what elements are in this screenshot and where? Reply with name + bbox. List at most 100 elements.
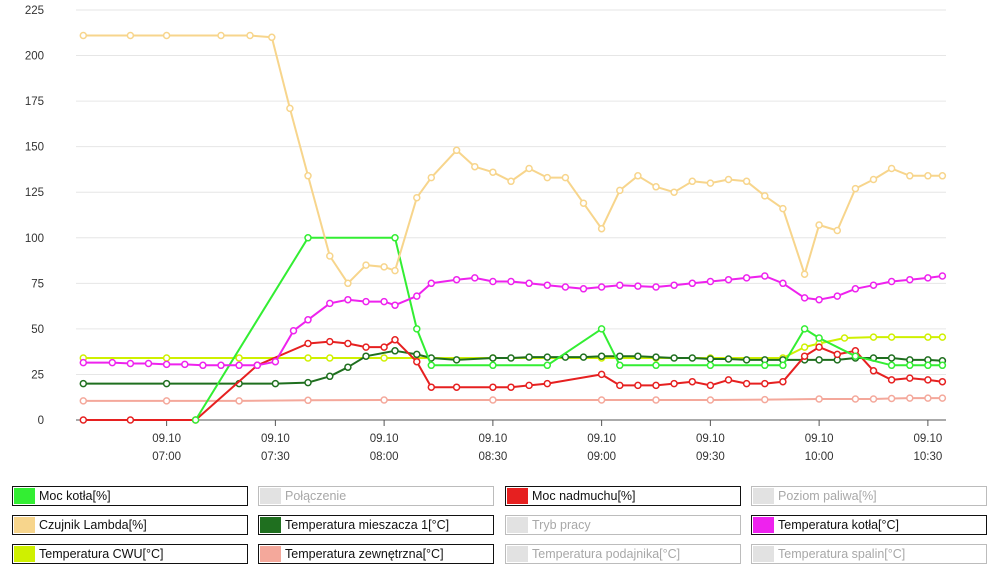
data-point xyxy=(724,355,733,363)
data-point xyxy=(761,379,769,388)
data-point xyxy=(489,396,497,404)
data-point xyxy=(597,396,606,404)
legend-item-temperatura-cwu[interactable]: Temperatura CWU[°C] xyxy=(12,544,248,564)
legend-item-temperatura-spalin[interactable]: Temperatura spalin[°C] xyxy=(751,544,987,564)
data-point xyxy=(688,177,697,186)
x-tick-time: 08:00 xyxy=(370,451,399,463)
data-point xyxy=(706,277,715,286)
y-tick-label: 175 xyxy=(25,96,44,108)
legend-item-moc-kotla[interactable]: Moc kotła[%] xyxy=(12,486,248,506)
data-point xyxy=(616,186,624,195)
legend-item-polaczenie[interactable]: Połączenie xyxy=(258,486,494,506)
data-point xyxy=(652,283,660,291)
legend-item-moc-nadmuchu[interactable]: Moc nadmuchu[%] xyxy=(505,486,741,506)
x-tick-time: 10:30 xyxy=(913,451,942,463)
x-tick-time: 09:00 xyxy=(587,451,616,463)
data-point xyxy=(344,363,352,371)
x-tick-date: 09.10 xyxy=(696,433,725,445)
data-point xyxy=(887,394,896,403)
data-point xyxy=(344,339,352,348)
data-point xyxy=(815,221,823,229)
data-point xyxy=(217,361,225,370)
legend-item-temperatura-kotla[interactable]: Temperatura kotła[°C] xyxy=(751,515,987,535)
data-point xyxy=(869,333,878,341)
data-point xyxy=(851,285,860,293)
legend-swatch-czujnik-lambda xyxy=(14,517,35,533)
data-point xyxy=(706,396,715,404)
data-point xyxy=(597,325,606,333)
data-point xyxy=(452,146,461,155)
legend-item-temperatura-zewnetrzna[interactable]: Temperatura zewnętrzna[°C] xyxy=(258,544,494,564)
chart-series xyxy=(79,31,947,424)
data-point xyxy=(887,277,896,286)
data-point xyxy=(851,352,860,360)
data-point xyxy=(688,354,697,362)
data-point xyxy=(800,294,809,302)
data-point xyxy=(391,347,399,355)
data-point xyxy=(706,381,715,390)
y-tick-label: 200 xyxy=(25,51,44,63)
series-line xyxy=(83,275,943,367)
legend-label-temperatura-spalin: Temperatura spalin[°C] xyxy=(778,547,906,561)
data-point xyxy=(79,397,88,405)
data-point xyxy=(289,326,298,335)
data-point xyxy=(391,234,399,242)
series-line xyxy=(194,236,943,421)
legend-swatch-temperatura-zewnetrzna xyxy=(260,546,281,562)
data-point xyxy=(924,376,932,384)
data-point xyxy=(815,334,823,342)
data-point xyxy=(597,283,606,291)
data-point xyxy=(670,354,678,362)
data-point xyxy=(304,316,312,324)
data-point xyxy=(938,333,947,341)
data-point xyxy=(779,279,787,288)
y-tick-label: 0 xyxy=(38,415,44,427)
data-point xyxy=(706,361,715,370)
data-point xyxy=(489,354,497,362)
y-tick-label: 25 xyxy=(31,369,44,381)
legend-label-temperatura-kotla: Temperatura kotła[°C] xyxy=(778,518,900,532)
data-point xyxy=(800,343,809,351)
data-point xyxy=(144,359,153,368)
legend-swatch-tryb-pracy xyxy=(507,517,528,533)
legend-item-temperatura-mieszacza[interactable]: Temperatura mieszacza 1[°C] xyxy=(258,515,494,535)
legend-item-temperatura-podajnika[interactable]: Temperatura podajnika[°C] xyxy=(505,544,741,564)
x-tick-date: 09.10 xyxy=(370,433,399,445)
data-point xyxy=(79,416,88,424)
data-point xyxy=(362,261,370,269)
data-point xyxy=(869,367,878,375)
legend-item-poziom-paliwa[interactable]: Poziom paliwa[%] xyxy=(751,486,987,506)
data-point xyxy=(344,279,352,288)
data-point xyxy=(286,104,294,113)
legend: Moc kotła[%] Połączenie Moc nadmuchu[%] … xyxy=(0,484,1000,579)
data-point xyxy=(199,361,207,370)
data-point xyxy=(126,359,135,368)
data-point xyxy=(79,31,88,40)
data-point xyxy=(761,395,769,404)
data-point xyxy=(271,379,280,388)
x-tick-time: 07:30 xyxy=(261,451,290,463)
data-point xyxy=(779,377,787,386)
data-point xyxy=(181,360,189,369)
data-point xyxy=(471,162,479,171)
data-point xyxy=(742,274,751,282)
legend-swatch-temperatura-spalin xyxy=(753,546,774,562)
data-point xyxy=(126,416,135,424)
legend-item-tryb-pracy[interactable]: Tryb pracy xyxy=(505,515,741,535)
data-point xyxy=(634,381,642,390)
data-point xyxy=(253,361,262,370)
x-tick-time: 09:30 xyxy=(696,451,725,463)
data-point xyxy=(162,379,171,388)
data-point xyxy=(634,282,642,290)
data-point xyxy=(326,337,334,346)
legend-item-czujnik-lambda[interactable]: Czujnik Lambda[%] xyxy=(12,515,248,535)
data-point xyxy=(471,274,479,282)
data-point xyxy=(761,361,769,370)
data-point xyxy=(688,377,697,386)
series-line xyxy=(83,338,943,421)
data-point xyxy=(724,175,733,184)
data-point xyxy=(344,295,352,304)
data-point xyxy=(380,297,388,306)
data-point xyxy=(652,183,660,191)
chart-gridlines xyxy=(76,9,946,375)
